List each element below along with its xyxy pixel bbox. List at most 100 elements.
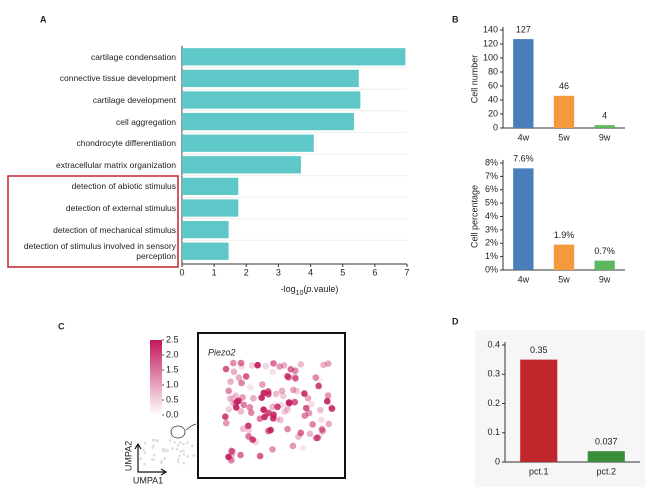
cell-dot — [291, 398, 299, 406]
cell-dot — [250, 394, 257, 402]
plot-frame — [197, 332, 346, 479]
y-tick-label: detection of external stimulus — [65, 203, 176, 213]
x-label-part: -log — [281, 284, 296, 294]
bar — [513, 168, 534, 270]
y-tick-label: cartilage development — [92, 95, 176, 105]
cell-dot — [328, 405, 336, 412]
y-tick-label: 60 — [488, 80, 498, 90]
x-tick-label: 2 — [244, 267, 249, 277]
cell-dot — [276, 363, 283, 370]
mini-dot — [176, 460, 180, 463]
cell-dot — [260, 406, 267, 413]
cell-dot — [237, 359, 245, 367]
y-tick-label: 0 — [493, 122, 498, 132]
cell-dot — [286, 398, 294, 405]
x-tick-label: 1 — [212, 267, 217, 277]
bar — [520, 359, 558, 462]
cell-dot — [222, 413, 229, 421]
panel-letter: D — [452, 316, 459, 326]
cell-dot — [301, 390, 308, 397]
cell-dot — [324, 392, 332, 399]
value-label: 1.9% — [554, 230, 575, 240]
y-tick-label: 120 — [483, 38, 498, 48]
mini-dot — [179, 450, 182, 453]
cell-dot — [262, 362, 270, 370]
x-label-part: .vaule) — [311, 284, 338, 294]
y-tick-label: 4% — [485, 211, 498, 221]
cell-dot — [237, 451, 244, 459]
mini-dot — [182, 442, 185, 446]
bar — [182, 220, 229, 239]
cell-dot — [263, 410, 271, 418]
bar — [594, 260, 615, 270]
x-tick-label: 4w — [518, 132, 530, 142]
cell-dot — [225, 405, 233, 413]
cell-dot — [277, 401, 285, 409]
plot-title: Piezo2 — [208, 347, 236, 357]
bar — [182, 242, 229, 260]
colorbar-label: 0.0 — [166, 409, 179, 419]
mini-dot — [151, 438, 155, 442]
cell-dot — [227, 456, 235, 464]
highlight-box — [7, 175, 179, 268]
bar — [594, 125, 615, 128]
colorbar-label: 2.0 — [166, 349, 179, 359]
y-tick-label: chondrocyte differentiation — [76, 138, 176, 149]
mini-dot — [156, 439, 159, 443]
cell-dot — [232, 392, 239, 400]
mini-dot — [152, 444, 155, 448]
y-tick-label: 0.3 — [487, 369, 500, 379]
y-tick-label: 0.1 — [487, 427, 500, 437]
value-label: 46 — [559, 81, 569, 91]
y-tick-label: 100 — [483, 52, 498, 62]
cell-dot — [277, 416, 284, 424]
axis-arrows — [134, 442, 168, 476]
x-tick-label: 7 — [404, 267, 409, 277]
cell-dot — [307, 400, 315, 408]
y-tick-label: 0.2 — [487, 398, 500, 408]
bar — [182, 134, 314, 152]
cell-dot — [272, 401, 279, 408]
x-tick-label: 4w — [518, 274, 530, 284]
bar — [553, 95, 575, 128]
mini-dot — [182, 461, 186, 465]
cell-dot — [267, 426, 274, 434]
cell-dot — [235, 374, 243, 382]
cell-dot — [270, 411, 277, 418]
cell-dot — [320, 361, 327, 369]
y-tick-label: 1% — [485, 251, 498, 261]
cell-dot — [270, 360, 277, 367]
cell-dot — [254, 361, 261, 369]
x-axis-label: -log10(p.vaule) — [281, 284, 339, 296]
cell-dot — [240, 401, 248, 409]
cell-dot — [293, 387, 301, 395]
cell-dot — [278, 387, 286, 395]
cell-dot — [285, 399, 293, 406]
cell-dot — [233, 392, 240, 399]
x-tick-label: 9w — [599, 132, 611, 142]
x-tick-label: 6 — [372, 267, 377, 277]
cell-dot — [269, 368, 276, 376]
cell-dot — [285, 374, 292, 381]
value-label: 0.7% — [594, 246, 615, 256]
cell-dot — [299, 444, 307, 452]
x-tick-label: pct.1 — [529, 466, 549, 476]
cell-dot — [318, 416, 325, 424]
mini-dot — [181, 449, 185, 453]
mini-dot — [190, 444, 194, 448]
x-tick-label: 4 — [308, 267, 313, 277]
cell-dot — [259, 381, 266, 388]
y-axis-label: Cell number — [469, 55, 479, 104]
mini-dot — [163, 448, 166, 451]
y-tick-label: detection of stimulus involved in sensor… — [23, 241, 176, 262]
y-tick-label: 40 — [488, 94, 498, 104]
bar — [182, 177, 239, 196]
mini-dot — [176, 443, 180, 447]
cell-dot — [304, 394, 312, 402]
colorbar-label: 1.0 — [166, 379, 179, 389]
value-label: 0.35 — [530, 345, 548, 355]
cell-dot — [281, 408, 288, 416]
cell-dot — [302, 404, 310, 412]
cell-dot — [245, 432, 252, 440]
